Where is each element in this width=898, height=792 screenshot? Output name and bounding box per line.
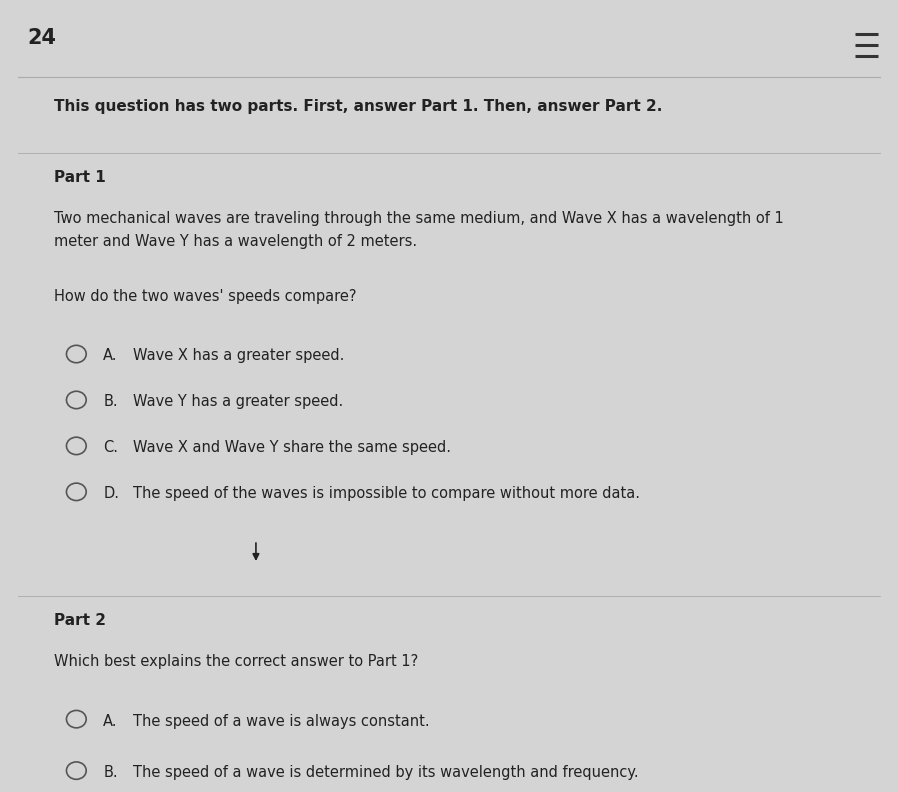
Text: B.: B. bbox=[103, 765, 118, 780]
Text: Part 2: Part 2 bbox=[54, 613, 106, 628]
Text: A.: A. bbox=[103, 348, 118, 364]
Text: The speed of a wave is determined by its wavelength and frequency.: The speed of a wave is determined by its… bbox=[133, 765, 638, 780]
Text: D.: D. bbox=[103, 486, 119, 501]
Text: The speed of the waves is impossible to compare without more data.: The speed of the waves is impossible to … bbox=[133, 486, 640, 501]
Text: B.: B. bbox=[103, 394, 118, 409]
Text: Which best explains the correct answer to Part 1?: Which best explains the correct answer t… bbox=[54, 654, 418, 669]
Text: The speed of a wave is always constant.: The speed of a wave is always constant. bbox=[133, 714, 429, 729]
Text: 24: 24 bbox=[27, 28, 56, 48]
Text: A.: A. bbox=[103, 714, 118, 729]
Text: Part 1: Part 1 bbox=[54, 170, 106, 185]
Text: Wave Y has a greater speed.: Wave Y has a greater speed. bbox=[133, 394, 343, 409]
Text: How do the two waves' speeds compare?: How do the two waves' speeds compare? bbox=[54, 289, 357, 304]
Text: C.: C. bbox=[103, 440, 119, 455]
Text: This question has two parts. First, answer Part 1. Then, answer Part 2.: This question has two parts. First, answ… bbox=[54, 99, 662, 114]
Text: Two mechanical waves are traveling through the same medium, and Wave X has a wav: Two mechanical waves are traveling throu… bbox=[54, 211, 784, 249]
Text: Wave X has a greater speed.: Wave X has a greater speed. bbox=[133, 348, 344, 364]
Text: Wave X and Wave Y share the same speed.: Wave X and Wave Y share the same speed. bbox=[133, 440, 451, 455]
